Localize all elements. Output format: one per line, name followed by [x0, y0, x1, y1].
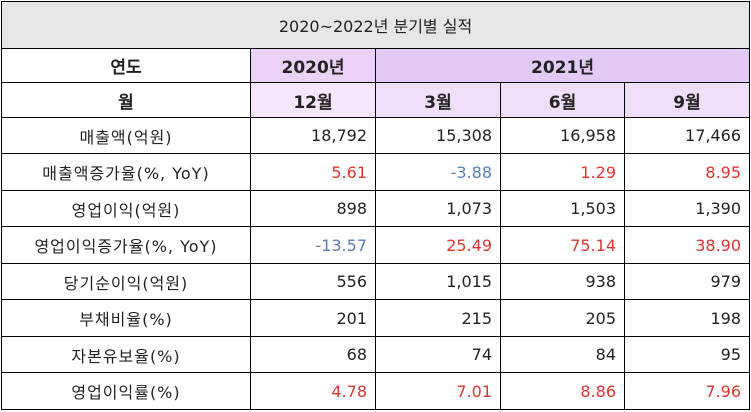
row-label: 매출액(억원) [1, 116, 251, 155]
row-label: 영업이익(억원) [1, 189, 251, 228]
year-2020-header: 2020년 [250, 47, 376, 84]
value-cell: 95 [623, 335, 751, 374]
row-label: 영업이익증가율(%, YoY) [1, 226, 251, 264]
value-cell: 198 [623, 299, 751, 337]
value-cell: 556 [250, 262, 376, 301]
value-cell: 205 [500, 299, 625, 337]
value-cell: 84 [500, 335, 625, 374]
value-cell: -13.57 [250, 226, 376, 264]
value-cell: 68 [250, 335, 376, 374]
year-2021-header: 2021년 [374, 47, 751, 84]
value-cell: -3.88 [375, 153, 501, 191]
value-cell: 5.61 [250, 153, 376, 191]
value-cell: 1,073 [375, 189, 501, 228]
value-cell: 74 [375, 335, 501, 374]
table-row: 부채비율(%) 201 215 205 198 [1, 299, 751, 337]
month-header-label: 월 [1, 82, 251, 118]
value-cell: 7.96 [623, 372, 751, 410]
value-cell: 1,015 [375, 262, 501, 301]
month-header-jun: 6월 [500, 82, 625, 118]
value-cell: 8.95 [623, 153, 751, 191]
table-row: 영업이익(억원) 898 1,073 1,503 1,390 [1, 189, 751, 228]
table-row: 자본유보율(%) 68 74 84 95 [1, 335, 751, 374]
value-cell: 7.01 [375, 372, 501, 410]
value-cell: 75.14 [500, 226, 625, 264]
table-row: 영업이익률(%) 4.78 7.01 8.86 7.96 [1, 372, 751, 410]
value-cell: 938 [500, 262, 625, 301]
value-cell: 1,390 [623, 189, 751, 228]
table-title: 2020~2022년 분기별 실적 [0, 1, 751, 49]
value-cell: 17,466 [623, 116, 751, 155]
value-cell: 38.90 [623, 226, 751, 264]
value-cell: 18,792 [250, 116, 376, 155]
month-header-mar: 3월 [375, 82, 501, 118]
month-header-dec: 12월 [250, 82, 376, 118]
value-cell: 16,958 [500, 116, 625, 155]
value-cell: 15,308 [375, 116, 501, 155]
year-header-label: 연도 [1, 47, 251, 84]
table-row: 매출액증가율(%, YoY) 5.61 -3.88 1.29 8.95 [1, 153, 751, 191]
table-row: 매출액(억원) 18,792 15,308 16,958 17,466 [1, 116, 751, 155]
value-cell: 898 [250, 189, 376, 228]
value-cell: 8.86 [500, 372, 625, 410]
row-label: 부채비율(%) [1, 299, 251, 337]
row-label: 자본유보율(%) [1, 335, 251, 374]
value-cell: 1,503 [500, 189, 625, 228]
row-label: 영업이익률(%) [1, 372, 251, 410]
value-cell: 215 [375, 299, 501, 337]
value-cell: 201 [250, 299, 376, 337]
row-label: 매출액증가율(%, YoY) [1, 153, 251, 191]
value-cell: 979 [623, 262, 751, 301]
value-cell: 1.29 [500, 153, 625, 191]
row-label: 당기순이익(억원) [1, 262, 251, 301]
value-cell: 4.78 [250, 372, 376, 410]
table-row: 당기순이익(억원) 556 1,015 938 979 [1, 262, 751, 301]
month-header-sep: 9월 [623, 82, 751, 118]
value-cell: 25.49 [375, 226, 501, 264]
table-row: 영업이익증가율(%, YoY) -13.57 25.49 75.14 38.90 [1, 226, 751, 264]
